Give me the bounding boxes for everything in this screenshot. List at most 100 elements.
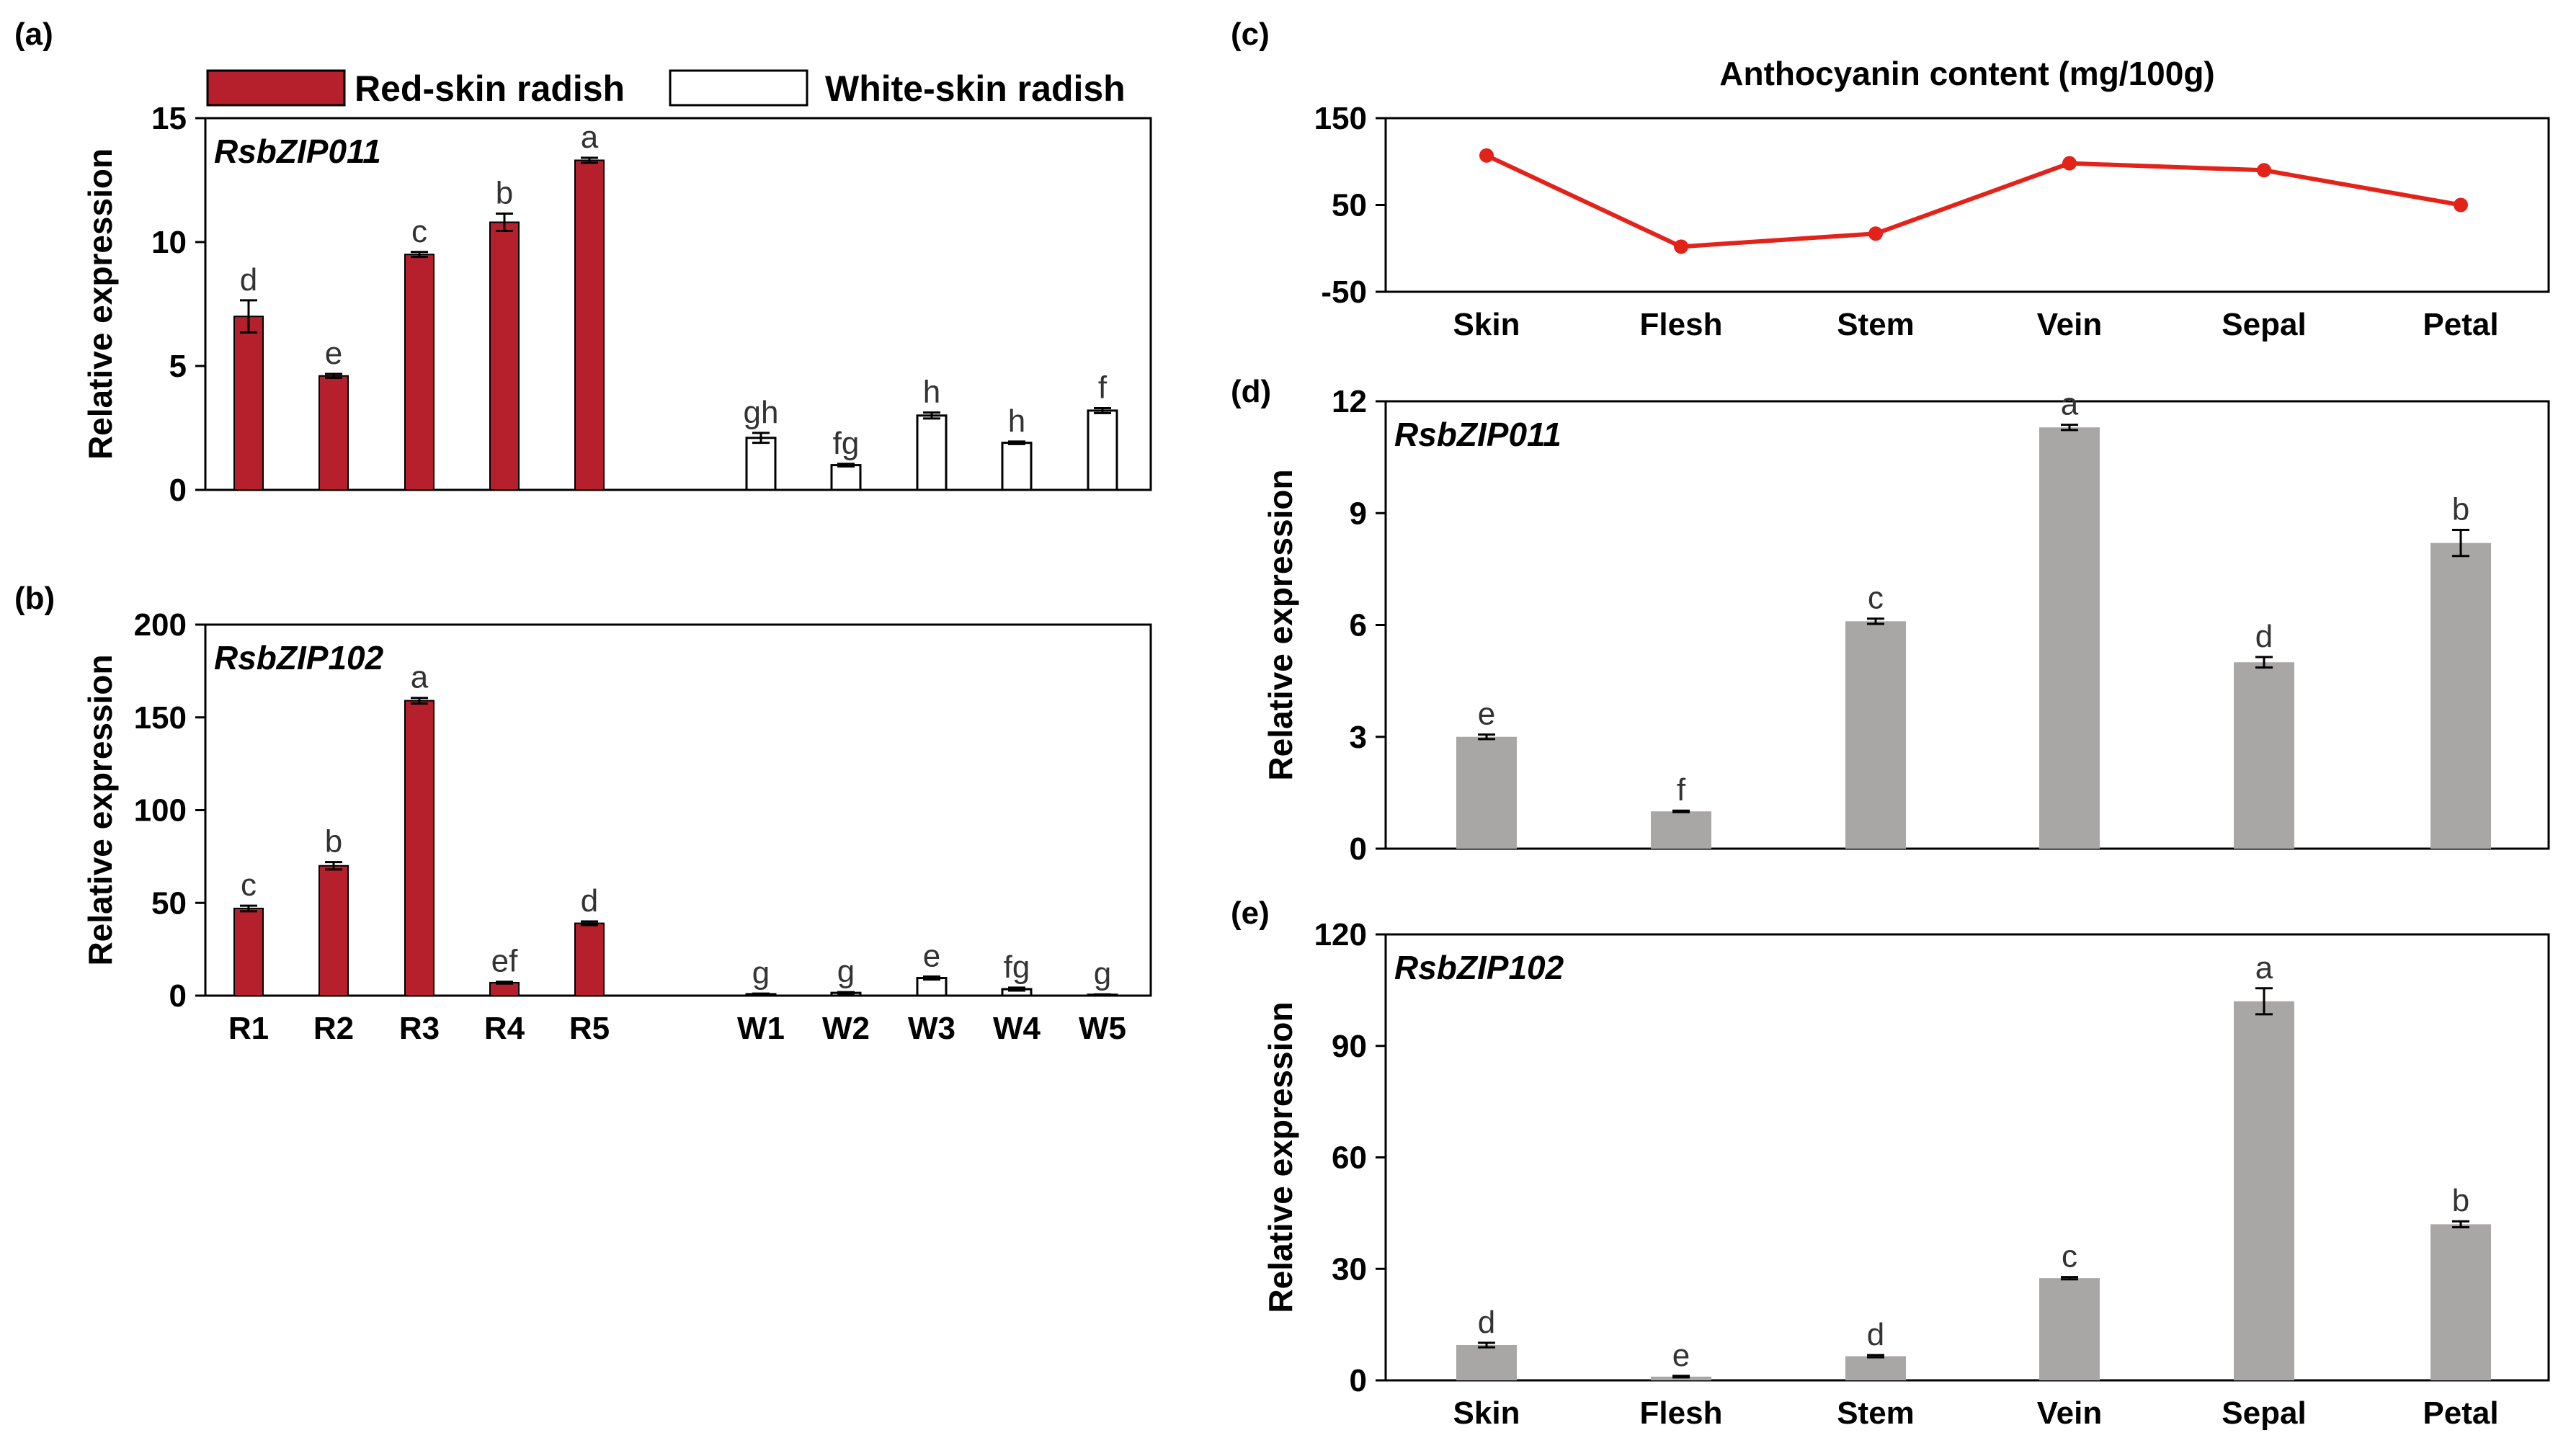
data-point-anthocyanin — [2062, 156, 2077, 171]
bar-a — [233, 316, 264, 491]
significance-letter-b: d — [581, 883, 598, 919]
series-line-anthocyanin — [1485, 153, 2461, 249]
y-tick-label-a: 15 — [151, 101, 187, 136]
legend-label-white: White-skin radish — [825, 68, 1126, 109]
x-tick-label-b: R5 — [569, 1011, 610, 1046]
bar-a — [489, 221, 520, 491]
significance-letter-b: fg — [1004, 950, 1030, 985]
x-tick-label-c: Stem — [1837, 307, 1915, 342]
significance-letter-d: a — [2061, 387, 2079, 422]
significance-letter-a: h — [1008, 403, 1025, 439]
plot-frame-d — [1384, 400, 2550, 850]
bar-b — [404, 700, 435, 996]
significance-letter-e: a — [2255, 950, 2273, 986]
x-tick-label-b: R4 — [484, 1011, 525, 1046]
bar-e — [1845, 1356, 1906, 1380]
bar-d — [2039, 427, 2100, 849]
x-tick-label-c: Petal — [2423, 307, 2498, 342]
plot-frame-c — [1384, 117, 2550, 293]
data-point-anthocyanin — [2257, 163, 2271, 178]
bar-b — [916, 977, 948, 997]
y-axis-label-b: Relative expression — [81, 654, 119, 965]
x-tick-label-e: Stem — [1837, 1395, 1915, 1431]
panel-label-d: (d) — [1231, 374, 1271, 409]
y-tick-label-a: 0 — [169, 473, 187, 508]
significance-letter-a: c — [411, 214, 427, 249]
bar-a — [830, 464, 862, 491]
x-tick-label-b: R2 — [313, 1011, 354, 1046]
y-tick-label-d: 6 — [1350, 608, 1367, 643]
x-tick-label-b: R3 — [399, 1011, 440, 1046]
y-axis-label-a: Relative expression — [81, 148, 119, 460]
bar-a — [318, 375, 349, 491]
gene-label-a: RsbZIP011 — [214, 133, 381, 170]
significance-letter-b: g — [1094, 956, 1111, 991]
x-tick-label-e: Sepal — [2222, 1395, 2306, 1431]
bar-a — [404, 254, 435, 491]
bar-d — [1456, 736, 1517, 849]
data-point-anthocyanin — [1479, 148, 1494, 163]
y-tick-label-d: 9 — [1350, 496, 1367, 531]
x-tick-label-e: Vein — [2037, 1395, 2103, 1431]
x-tick-label-c: Flesh — [1640, 307, 1723, 342]
gene-label-d: RsbZIP011 — [1394, 416, 1561, 453]
x-tick-label-c: Skin — [1453, 307, 1520, 342]
panel-label-a: (a) — [14, 17, 53, 52]
bar-e — [2430, 1224, 2491, 1380]
data-point-anthocyanin — [1674, 239, 1688, 254]
x-tick-label-b: W4 — [993, 1011, 1041, 1046]
bar-e — [2234, 1001, 2294, 1380]
significance-letter-d: f — [1677, 772, 1686, 808]
x-tick-label-c: Sepal — [2222, 307, 2306, 342]
y-tick-label-e: 60 — [1332, 1140, 1367, 1176]
significance-letter-a: fg — [833, 426, 860, 461]
significance-letter-a: b — [496, 175, 513, 210]
significance-letter-e: c — [2062, 1239, 2077, 1274]
panel-label-b: (b) — [14, 581, 55, 616]
y-tick-label-a: 10 — [151, 225, 187, 260]
y-tick-label-d: 3 — [1350, 720, 1367, 755]
y-axis-label-d: Relative expression — [1262, 469, 1299, 780]
bar-a — [1087, 409, 1118, 491]
significance-letter-a: d — [240, 262, 257, 298]
x-tick-label-b: W5 — [1079, 1011, 1126, 1046]
x-tick-label-b: W3 — [908, 1011, 955, 1046]
y-tick-label-a: 5 — [169, 349, 187, 384]
data-point-anthocyanin — [2454, 197, 2468, 213]
significance-letter-e: d — [1867, 1317, 1884, 1352]
bar-e — [1651, 1376, 1711, 1380]
panel-label-e: (e) — [1231, 896, 1270, 931]
y-tick-label-b: 50 — [151, 885, 187, 921]
x-tick-label-e: Flesh — [1640, 1395, 1723, 1431]
plot-frame-e — [1384, 933, 2550, 1382]
y-tick-label-e: 0 — [1350, 1363, 1367, 1398]
y-tick-label-b: 200 — [134, 607, 187, 643]
legend-swatch-red — [206, 69, 346, 107]
bar-d — [1845, 621, 1906, 849]
y-tick-label-e: 30 — [1332, 1251, 1367, 1287]
bar-a — [574, 159, 605, 491]
y-tick-label-c: -50 — [1321, 274, 1367, 310]
x-tick-label-c: Vein — [2037, 307, 2103, 342]
significance-letter-d: c — [1868, 581, 1884, 616]
y-tick-label-b: 150 — [134, 700, 187, 736]
bar-b — [318, 865, 349, 996]
bar-d — [2234, 662, 2294, 849]
legend-swatch-white — [669, 69, 808, 107]
y-tick-label-e: 120 — [1314, 917, 1367, 952]
bar-d — [2430, 542, 2491, 849]
panel-label-c: (c) — [1231, 17, 1270, 52]
x-tick-label-b: W2 — [822, 1011, 870, 1046]
x-tick-label-e: Petal — [2423, 1395, 2498, 1431]
bar-e — [1456, 1344, 1517, 1380]
y-tick-label-b: 100 — [134, 793, 187, 829]
significance-letter-b: g — [752, 955, 770, 991]
plot-frame-a — [204, 117, 1152, 491]
y-tick-label-d: 12 — [1332, 384, 1367, 419]
y-tick-label-c: 50 — [1332, 188, 1367, 223]
significance-letter-b: e — [923, 938, 940, 973]
bar-a — [1001, 442, 1033, 491]
significance-letter-d: b — [2452, 492, 2469, 527]
significance-letter-a: h — [923, 375, 940, 410]
